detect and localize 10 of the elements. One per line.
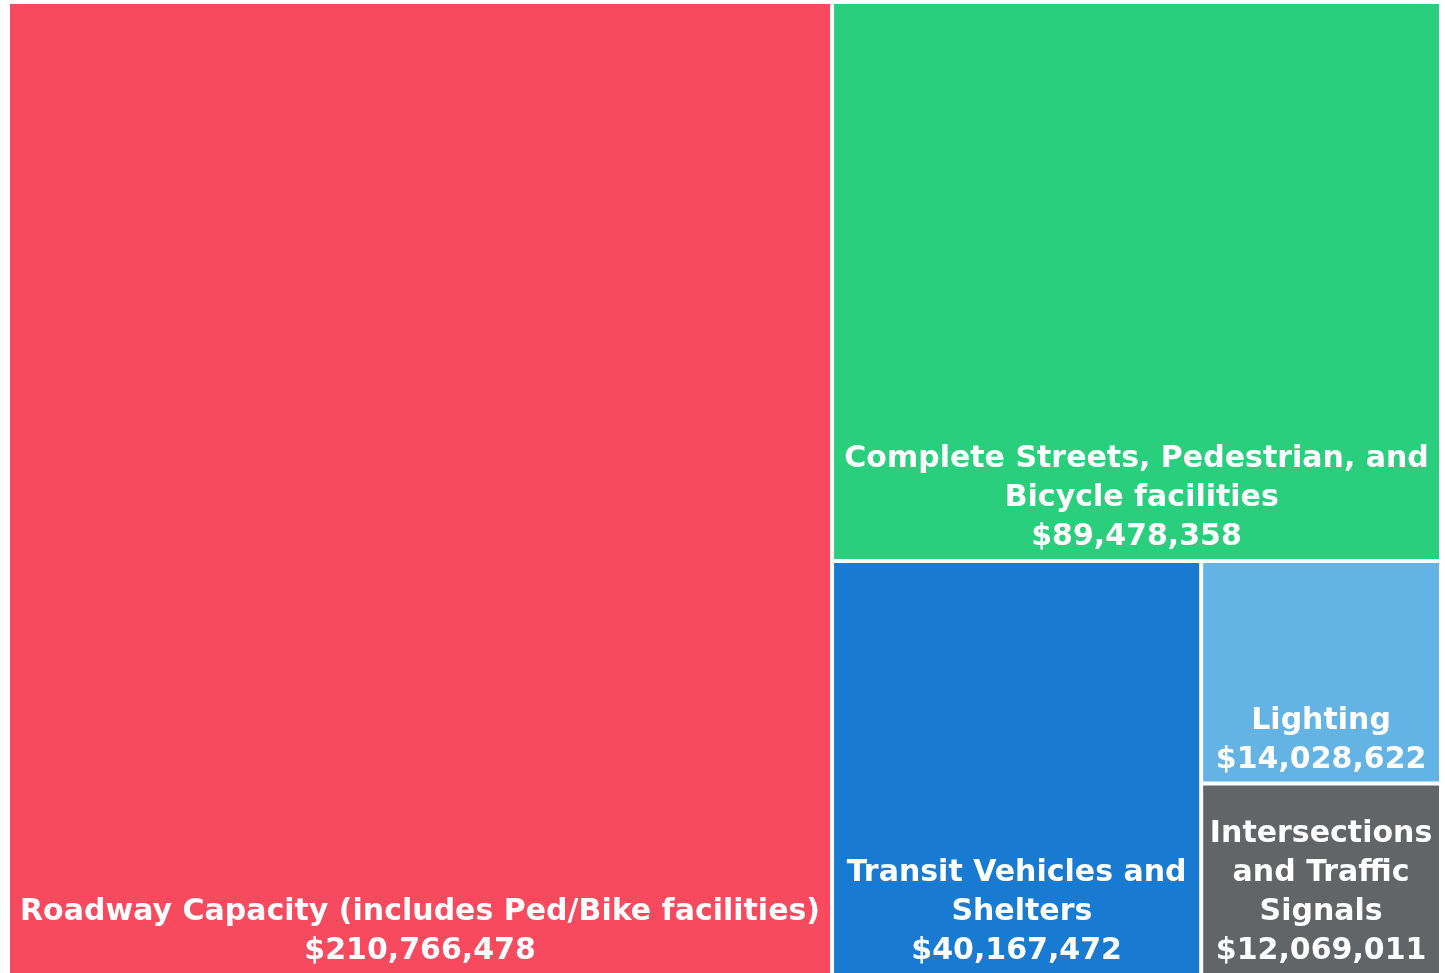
category-label: Intersections and Traffic Signals [1209,814,1433,927]
data-label: $14,028,622 [1215,739,1427,775]
category-label: Transit Vehicles and Shelters [846,853,1187,927]
data-label: $40,167,472 [911,931,1122,966]
data-label: $89,478,358 [1031,517,1242,553]
category-label: Lighting [1251,700,1391,736]
data-label: $210,766,478 [304,931,536,966]
category-label: Roadway Capacity (includes Ped/Bike facilities) [19,892,821,927]
data-label: $12,069,011 [1215,931,1427,966]
category-label: Complete Streets, Pedestrian, and Bicycle facilities [844,439,1429,514]
